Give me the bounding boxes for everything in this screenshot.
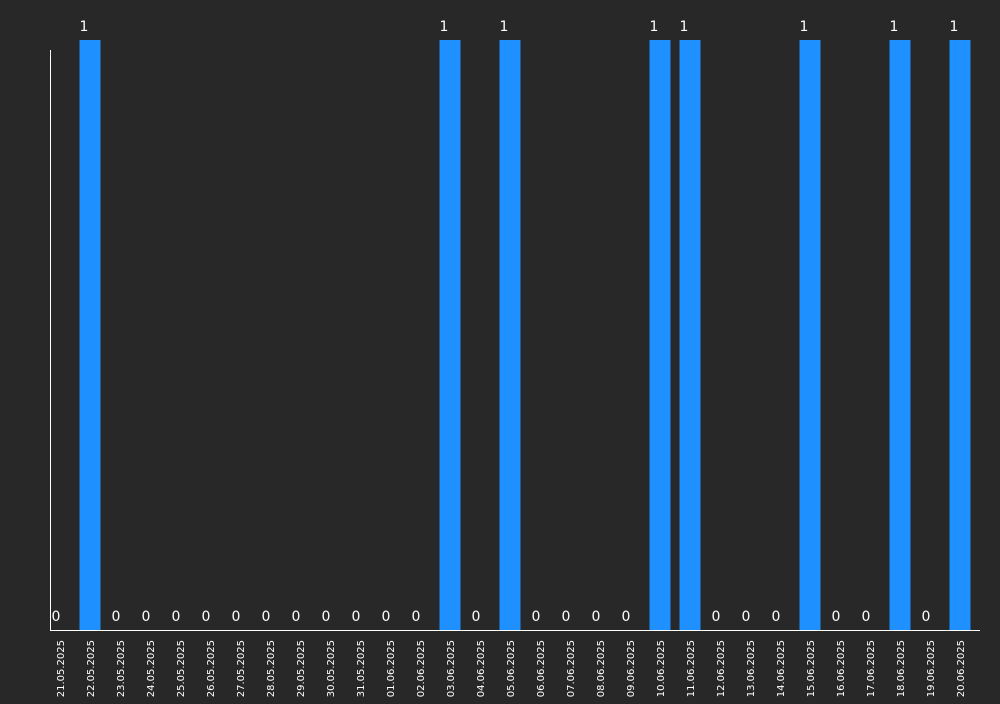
x-tick-label: 12.06.2025	[716, 640, 727, 697]
x-tick-label: 17.06.2025	[866, 640, 877, 697]
x-tick-labels-layer: 21.05.2025 22.05.2025 23.05.2025 24.05.2025…	[56, 640, 967, 697]
bar	[649, 40, 671, 630]
data-label: 0	[742, 609, 751, 625]
bar	[439, 40, 461, 630]
x-tick-label: 06.06.2025	[536, 640, 547, 697]
data-label: 0	[202, 609, 211, 625]
x-tick-label: 15.06.2025	[806, 640, 817, 697]
x-tick-label: 30.05.2025	[326, 640, 337, 697]
bar	[679, 40, 701, 630]
data-label: 1	[500, 19, 509, 35]
bar	[949, 40, 971, 630]
x-tick-label: 01.06.2025	[386, 640, 397, 697]
data-label: 0	[232, 609, 241, 625]
x-tick-label: 23.05.2025	[116, 640, 127, 697]
x-tick-label: 18.06.2025	[896, 640, 907, 697]
data-label: 0	[352, 609, 361, 625]
data-label: 0	[862, 609, 871, 625]
bar	[889, 40, 911, 630]
data-label: 0	[592, 609, 601, 625]
data-label: 0	[412, 609, 421, 625]
bar	[79, 40, 101, 630]
x-tick-label: 27.05.2025	[236, 640, 247, 697]
x-tick-label: 10.06.2025	[656, 640, 667, 697]
bar	[499, 40, 521, 630]
data-label: 0	[172, 609, 181, 625]
x-tick-label: 29.05.2025	[296, 640, 307, 697]
bars-layer	[79, 40, 971, 630]
x-tick-label: 05.06.2025	[506, 640, 517, 697]
x-tick-label: 26.05.2025	[206, 640, 217, 697]
x-tick-label: 08.06.2025	[596, 640, 607, 697]
bar	[799, 40, 821, 630]
x-tick-label: 28.05.2025	[266, 640, 277, 697]
data-label: 0	[52, 609, 61, 625]
data-label: 0	[712, 609, 721, 625]
data-label: 1	[890, 19, 899, 35]
data-label: 1	[800, 19, 809, 35]
x-tick-label: 22.05.2025	[86, 640, 97, 697]
x-tick-label: 09.06.2025	[626, 640, 637, 697]
data-labels-layer: 0 1 0 0 0 0 0 0 0 0 0 0 0 1 0 1 0 0 0 0 1 1 0 0 0 1 0 0 1 0 1	[52, 19, 959, 625]
data-label: 1	[950, 19, 959, 35]
data-label: 1	[680, 19, 689, 35]
x-tick-label: 07.06.2025	[566, 640, 577, 697]
data-label: 0	[562, 609, 571, 625]
data-label: 0	[622, 609, 631, 625]
x-tick-label: 14.06.2025	[776, 640, 787, 697]
x-tick-label: 19.06.2025	[926, 640, 937, 697]
x-tick-label: 02.06.2025	[416, 640, 427, 697]
data-label: 0	[832, 609, 841, 625]
x-tick-label: 25.05.2025	[176, 640, 187, 697]
x-tick-label: 13.06.2025	[746, 640, 757, 697]
data-label: 0	[142, 609, 151, 625]
data-label: 0	[532, 609, 541, 625]
data-label: 1	[440, 19, 449, 35]
data-label: 0	[112, 609, 121, 625]
data-label: 1	[650, 19, 659, 35]
x-tick-label: 21.05.2025	[56, 640, 67, 697]
data-label: 0	[262, 609, 271, 625]
x-tick-label: 20.06.2025	[956, 640, 967, 697]
x-tick-label: 31.05.2025	[356, 640, 367, 697]
x-tick-label: 03.06.2025	[446, 640, 457, 697]
axis-layer	[50, 50, 980, 631]
x-tick-label: 24.05.2025	[146, 640, 157, 697]
data-label: 0	[772, 609, 781, 625]
data-label: 0	[472, 609, 481, 625]
x-tick-label: 04.06.2025	[476, 640, 487, 697]
data-label: 0	[922, 609, 931, 625]
x-tick-label: 16.06.2025	[836, 640, 847, 697]
data-label: 0	[292, 609, 301, 625]
data-label: 0	[322, 609, 331, 625]
x-tick-label: 11.06.2025	[686, 640, 697, 697]
data-label: 0	[382, 609, 391, 625]
data-label: 1	[80, 19, 89, 35]
